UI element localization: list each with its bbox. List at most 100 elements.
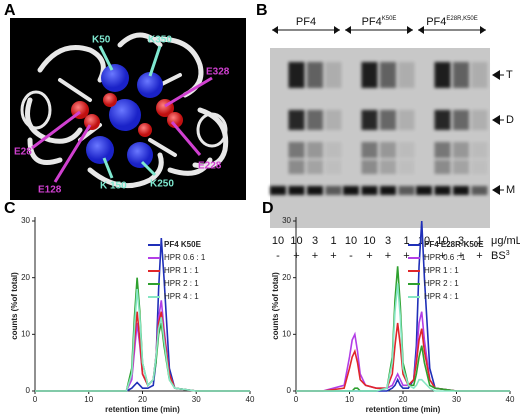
gel-band <box>288 62 305 88</box>
x-tick-label: 10 <box>84 395 93 404</box>
gel-band <box>471 160 488 174</box>
gel-band <box>307 186 323 195</box>
y-tick-label: 10 <box>21 329 30 338</box>
gel-band <box>288 186 305 195</box>
series-line <box>296 283 510 392</box>
crosslinker: - <box>276 250 280 262</box>
crosslinker: + <box>476 250 482 262</box>
gel-band <box>434 110 451 130</box>
y-tick-label: 30 <box>21 216 30 225</box>
legend-label: PF4 E28R-K50E <box>424 240 484 249</box>
residue-pointers <box>31 45 213 183</box>
group-label: PF4 <box>296 16 316 28</box>
crosslinker: + <box>330 250 336 262</box>
gel-band <box>325 142 342 158</box>
gel-band <box>471 62 488 88</box>
y-axis-label: counts (%of total) <box>271 272 280 340</box>
residue-label: K350 <box>148 35 172 46</box>
reagent-sup: 3 <box>506 250 510 257</box>
gel-band <box>361 186 378 195</box>
gel-band <box>471 142 488 158</box>
gel-band <box>416 186 432 195</box>
concentration: 1 <box>403 235 409 247</box>
x-tick-label: 20 <box>138 395 147 404</box>
x-tick-label: 0 <box>33 395 38 404</box>
series-line <box>296 322 510 392</box>
group-name: PF4 <box>426 16 446 28</box>
band-arrow <box>492 185 500 195</box>
group-name: PF4 <box>296 16 316 28</box>
gel-band <box>380 110 396 130</box>
gel-band <box>361 110 378 130</box>
gel-band <box>434 160 451 174</box>
gel-band <box>361 142 378 158</box>
panel-label: A <box>4 2 16 19</box>
gel-band <box>380 186 396 195</box>
panel-label: C <box>4 200 16 217</box>
x-axis-label: retention time (min) <box>366 405 441 414</box>
x-tick-label: 30 <box>452 395 461 404</box>
gel-band <box>434 186 451 195</box>
gel-band <box>453 186 469 195</box>
crosslinker: + <box>458 250 464 262</box>
y-axis-label: counts (%of total) <box>10 272 19 340</box>
gel-band <box>380 160 396 174</box>
crosslinker: - <box>349 250 353 262</box>
panel-label: D <box>262 200 274 217</box>
legend-label: HPR 0.6 : 1 <box>424 253 466 262</box>
gel-band <box>398 142 415 158</box>
x-axis-label: retention time (min) <box>105 405 180 414</box>
legend-label: HPR 4 : 1 <box>164 292 199 301</box>
gel-band <box>361 160 378 174</box>
x-tick-label: 40 <box>246 395 255 404</box>
concentration: 3 <box>458 235 464 247</box>
band-label: D <box>506 114 514 126</box>
band-arrow <box>492 70 500 80</box>
y-tick-label: 10 <box>282 329 291 338</box>
gel-band <box>380 62 396 88</box>
gel-band <box>434 62 451 88</box>
gel-band <box>398 110 415 130</box>
gel-band <box>288 110 305 130</box>
reagent: BS3 <box>491 250 510 262</box>
legend-label: HPR 0.6 : 1 <box>164 253 206 262</box>
group-name: PF4 <box>362 16 382 28</box>
gel-band <box>453 160 469 174</box>
band-label: M <box>506 184 515 196</box>
y-tick-label: 20 <box>21 273 30 282</box>
residue-label: K250 <box>150 179 174 190</box>
band-arrow <box>492 115 500 125</box>
gel-band <box>288 160 305 174</box>
gel-band <box>453 62 469 88</box>
gel-band <box>307 160 323 174</box>
gel-band <box>325 62 342 88</box>
concentration: 3 <box>312 235 318 247</box>
y-tick-label: 20 <box>282 273 291 282</box>
gel-band <box>325 110 342 130</box>
gel-band <box>398 62 415 88</box>
y-tick-label: 30 <box>282 216 291 225</box>
x-tick-label: 10 <box>345 395 354 404</box>
gel-band <box>307 142 323 158</box>
group-superscript: E28R,K50E <box>446 16 477 22</box>
legend-label: HPR 4 : 1 <box>424 292 459 301</box>
series-line <box>296 266 510 392</box>
y-tick-label: 0 <box>287 386 292 395</box>
concentration: 3 <box>385 235 391 247</box>
group-label: PF4E28R,K50E <box>426 16 478 28</box>
x-tick-label: 30 <box>192 395 201 404</box>
gel-band <box>325 160 342 174</box>
concentration: 1 <box>476 235 482 247</box>
gel-band <box>453 142 469 158</box>
legend-label: HPR 2 : 1 <box>424 279 459 288</box>
legend-label: PF4 K50E <box>164 240 202 249</box>
residue-label: E28 <box>14 147 32 158</box>
residue-label: K50 <box>92 35 111 46</box>
crosslinker: + <box>366 250 372 262</box>
crosslinker: + <box>385 250 391 262</box>
concentration: 10 <box>272 235 284 247</box>
x-tick-label: 0 <box>294 395 299 404</box>
legend-label: HPR 1 : 1 <box>424 266 459 275</box>
band-label: T <box>506 69 513 81</box>
